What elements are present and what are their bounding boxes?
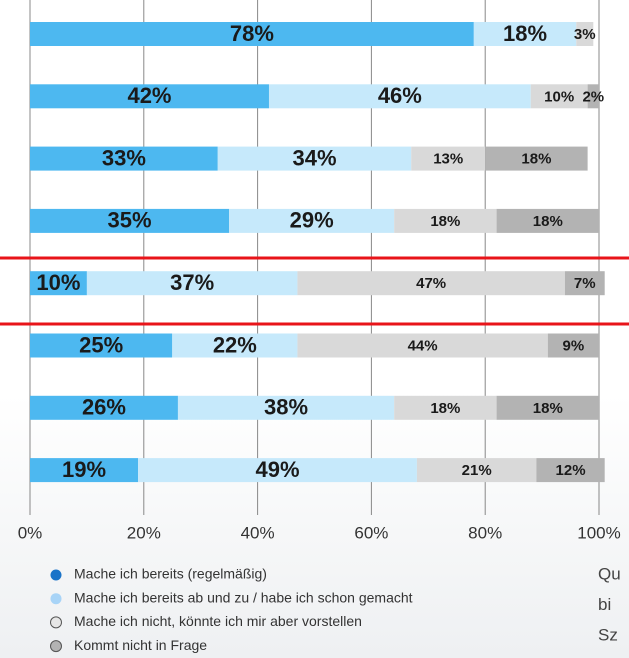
x-tick-label: 100% bbox=[577, 523, 620, 542]
bar-segment bbox=[30, 208, 230, 233]
annotation: bi bbox=[598, 595, 611, 614]
legend-label: Mache ich nicht, könnte ich mir aber vor… bbox=[74, 613, 362, 629]
bar-segment bbox=[547, 333, 599, 358]
value-label: 38% bbox=[264, 395, 308, 420]
bar-segment bbox=[86, 271, 298, 296]
value-label: 13% bbox=[433, 151, 463, 168]
value-label: 46% bbox=[378, 83, 422, 108]
bar-segment bbox=[30, 271, 87, 296]
x-tick-label: 20% bbox=[127, 523, 161, 542]
value-label: 34% bbox=[292, 145, 336, 170]
value-label: 10% bbox=[544, 88, 574, 105]
bar-segment bbox=[30, 333, 173, 358]
value-label: 25% bbox=[79, 332, 123, 357]
value-label: 19% bbox=[62, 457, 106, 482]
annotation: Qu bbox=[598, 564, 621, 583]
value-label: 35% bbox=[108, 208, 152, 233]
bar-segment bbox=[172, 333, 298, 358]
value-label: 29% bbox=[290, 208, 334, 233]
value-label: 21% bbox=[462, 462, 492, 479]
value-label: 18% bbox=[430, 213, 460, 230]
bar-segment bbox=[530, 84, 588, 109]
x-tick-label: 40% bbox=[241, 523, 275, 542]
value-label: 18% bbox=[533, 213, 563, 230]
value-label: 44% bbox=[408, 337, 438, 354]
bar-segment bbox=[297, 271, 565, 296]
value-label: 7% bbox=[574, 275, 596, 292]
bar-segment bbox=[177, 395, 395, 420]
value-label: 18% bbox=[533, 400, 563, 417]
x-tick-label: 0% bbox=[18, 523, 43, 542]
value-label: 42% bbox=[127, 83, 171, 108]
value-label: 10% bbox=[36, 270, 80, 295]
value-label: 26% bbox=[82, 395, 126, 420]
legend-marker bbox=[50, 569, 62, 581]
value-label: 18% bbox=[430, 400, 460, 417]
value-label: 3% bbox=[574, 26, 596, 43]
value-label: 49% bbox=[255, 457, 299, 482]
bar-segment bbox=[30, 458, 139, 483]
bar-segment bbox=[30, 22, 474, 46]
bar-segment bbox=[229, 208, 395, 233]
value-label: 12% bbox=[556, 462, 586, 479]
bar-segment bbox=[473, 22, 577, 46]
legend-label: Kommt nicht in Frage bbox=[74, 637, 207, 653]
bar-segment bbox=[411, 146, 486, 171]
bar-segment bbox=[564, 271, 605, 296]
x-tick-label: 60% bbox=[354, 523, 388, 542]
bar-segment bbox=[496, 395, 599, 420]
bar-segment bbox=[30, 146, 218, 171]
value-label: 2% bbox=[582, 88, 604, 105]
value-label: 22% bbox=[213, 332, 257, 357]
annotation: Sz bbox=[598, 625, 618, 644]
bar-segment bbox=[30, 395, 178, 420]
legend-marker bbox=[50, 640, 62, 653]
bar-segment bbox=[297, 333, 548, 358]
value-label: 37% bbox=[170, 270, 214, 295]
bar-segment bbox=[30, 84, 269, 109]
bar-segment bbox=[416, 458, 537, 483]
value-label: 9% bbox=[563, 337, 585, 354]
value-label: 18% bbox=[503, 21, 547, 46]
bar-segment bbox=[587, 84, 599, 109]
bar-segment bbox=[394, 208, 497, 233]
bar-segment bbox=[496, 208, 599, 233]
legend-label: Mache ich bereits ab und zu / habe ich s… bbox=[74, 589, 413, 605]
value-label: 33% bbox=[102, 145, 146, 170]
bar-segment bbox=[485, 146, 588, 171]
bar-segment bbox=[394, 395, 497, 420]
bar-segment bbox=[217, 146, 412, 171]
bar-segment bbox=[138, 458, 417, 483]
value-label: 47% bbox=[416, 275, 446, 292]
bar-segment bbox=[268, 84, 531, 109]
value-label: 18% bbox=[521, 151, 551, 168]
bar-segment bbox=[536, 458, 605, 483]
legend-label: Mache ich bereits (regelmäßig) bbox=[74, 566, 267, 582]
legend-marker bbox=[50, 593, 62, 605]
x-tick-label: 80% bbox=[468, 523, 502, 542]
bar-segment bbox=[576, 22, 594, 46]
legend-marker bbox=[50, 616, 62, 629]
value-label: 78% bbox=[230, 21, 274, 46]
